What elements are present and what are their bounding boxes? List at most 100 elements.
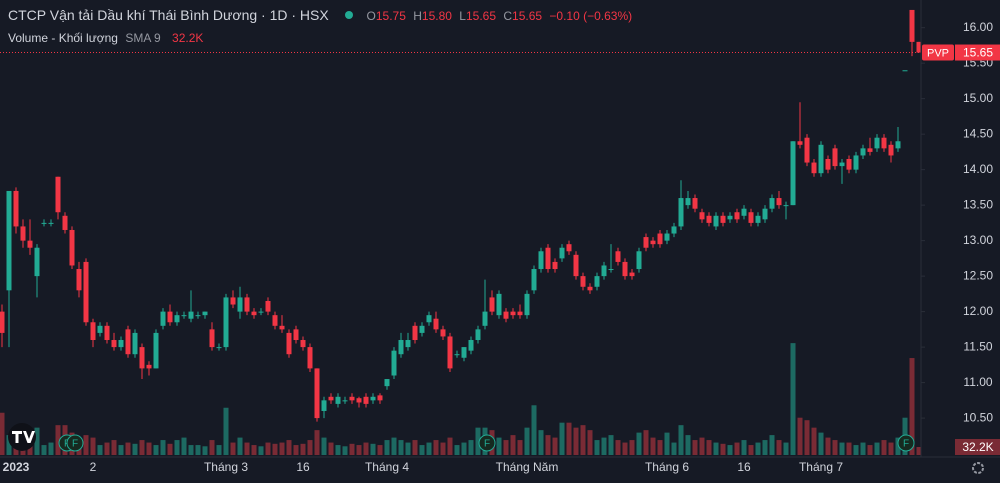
- candle-body: [293, 329, 299, 341]
- volume-bar: [496, 437, 502, 455]
- candle-body: [447, 336, 453, 369]
- event-marker[interactable]: [478, 434, 496, 452]
- candle-body: [720, 215, 726, 223]
- candle-body: [867, 148, 873, 152]
- volume-bar: [797, 417, 803, 455]
- volume-sma: SMA 9: [125, 31, 161, 45]
- legend-main: CTCP Vận tải Dầu khí Thái Bình Dương · 1…: [8, 7, 640, 23]
- tv-logo: [8, 423, 36, 451]
- volume-bar: [132, 443, 138, 455]
- candle-body: [811, 162, 817, 174]
- volume-bar: [6, 435, 12, 455]
- volume-bar: [741, 440, 747, 455]
- event-marker[interactable]: [897, 434, 915, 452]
- candle-body: [790, 141, 796, 206]
- candle-body: [174, 315, 180, 323]
- gear[interactable]: [972, 462, 984, 474]
- candle-body: [692, 198, 698, 209]
- candle-body: [685, 198, 691, 206]
- volume-bar: [209, 440, 215, 455]
- candle-body: [916, 41, 922, 53]
- candle-body: [895, 141, 901, 149]
- volume-bar: [678, 425, 684, 455]
- volume-bar: [272, 443, 278, 455]
- event-marker[interactable]: [66, 434, 84, 452]
- volume-bar: [762, 440, 768, 455]
- candle-body: [909, 9, 915, 42]
- volume-bar: [104, 442, 110, 455]
- settings-icon[interactable]: [972, 462, 984, 474]
- volume-bar: [426, 442, 432, 455]
- plot-area: [0, 9, 922, 455]
- candle-body: [265, 300, 271, 312]
- volume-bar: [300, 443, 306, 455]
- candle-body: [664, 233, 670, 241]
- candle-body: [83, 261, 89, 323]
- candle-body: [405, 340, 411, 348]
- candle-body: [419, 325, 425, 333]
- candle-body: [734, 212, 740, 220]
- volume-bar: [48, 442, 54, 455]
- candle-body: [13, 190, 19, 227]
- volume-bar: [398, 440, 404, 455]
- volume-bar: [370, 443, 376, 455]
- price-tag: 15.65: [963, 46, 993, 60]
- candle-body: [62, 215, 68, 230]
- volume-bar: [335, 445, 341, 455]
- volume-bar: [90, 437, 96, 455]
- change: −0.10 (−0.63%): [549, 9, 633, 23]
- candle-body: [741, 208, 747, 216]
- volume-bar: [251, 445, 257, 455]
- volume-bar: [223, 407, 229, 455]
- volume-bar: [811, 427, 817, 455]
- candle-body: [0, 311, 5, 333]
- volume-bar: [265, 442, 271, 455]
- candle-body: [573, 254, 579, 277]
- volume-bar: [559, 422, 565, 455]
- candle-body: [118, 340, 124, 348]
- candle-body: [55, 176, 61, 213]
- candle-body: [860, 148, 866, 156]
- volume-bar: [454, 445, 460, 455]
- candle-body: [321, 400, 327, 411]
- candle-body: [125, 329, 131, 355]
- candle-body: [146, 364, 152, 369]
- y-tick-label: 13.50: [963, 197, 993, 211]
- candle-body: [629, 272, 635, 277]
- candle-body: [524, 293, 530, 316]
- events: F F F F: [58, 434, 915, 452]
- candle-body: [601, 265, 607, 277]
- candle-body: [139, 347, 145, 369]
- legend-volume: Volume - Khối lượng SMA 9 32.2K: [8, 31, 207, 45]
- volume-bar: [636, 432, 642, 455]
- ohlc-key: H: [413, 9, 422, 23]
- volume-bar: [587, 430, 593, 455]
- volume-bar: [867, 445, 873, 455]
- logo-mark: [12, 431, 35, 443]
- candle-body: [727, 215, 733, 220]
- candle-body: [454, 354, 460, 356]
- candle-body: [370, 396, 376, 401]
- symbol-title: CTCP Vận tải Dầu khí Thái Bình Dương · 1…: [8, 7, 329, 23]
- candle-body: [678, 198, 684, 227]
- candle-body: [853, 155, 859, 170]
- volume-bar: [566, 422, 572, 455]
- candle-body: [503, 311, 509, 319]
- candle-body: [545, 247, 551, 270]
- candle-body: [559, 247, 565, 259]
- volume-bar: [111, 440, 117, 455]
- volume-bar: [181, 437, 187, 455]
- y-tick-label: 14.50: [963, 126, 993, 140]
- candle-body: [398, 340, 404, 355]
- candle-body: [615, 251, 621, 262]
- ohlc-key: L: [459, 9, 466, 23]
- volume-bar: [608, 435, 614, 455]
- volume-bar: [41, 445, 47, 455]
- candle-body: [300, 340, 306, 348]
- candle-body: [433, 318, 439, 330]
- volume-bar: [167, 443, 173, 455]
- volume-bar: [174, 440, 180, 455]
- candle-body: [881, 137, 887, 149]
- candle-body: [489, 297, 495, 312]
